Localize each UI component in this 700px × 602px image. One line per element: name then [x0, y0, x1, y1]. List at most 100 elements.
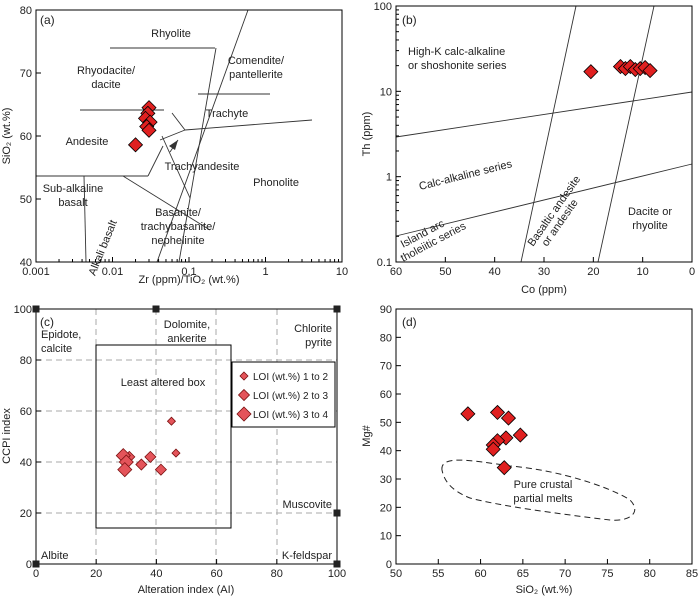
panel-b-ylabel: Th (ppm) — [361, 112, 373, 157]
x-tick-label: 0.001 — [22, 266, 50, 278]
x-tick-label: 0.1 — [181, 266, 196, 278]
y-tick-label: 70 — [380, 361, 392, 373]
data-point — [144, 450, 157, 463]
panel-d-xlabel: SiO₂ (wt.%) — [516, 584, 573, 596]
x-tick-label: 60 — [390, 266, 402, 278]
x-tick-label: 40 — [150, 568, 162, 580]
data-point — [485, 441, 501, 457]
field-label: dacite — [91, 79, 120, 91]
panel-a-ylabel: SiO₂ (wt.%) — [1, 108, 13, 165]
data-point — [141, 122, 157, 138]
panel-b-field-boundaries — [395, 5, 693, 263]
corner-label: ankerite — [167, 333, 206, 345]
field-label: nephelinite — [151, 235, 204, 247]
y-tick-label: 30 — [380, 474, 392, 486]
least-altered-box — [95, 344, 232, 529]
corner-label: Albite — [41, 550, 69, 562]
field-label: Sub-alkaline — [43, 183, 104, 195]
x-tick-label: 0 — [689, 266, 695, 278]
legend-marker — [237, 388, 251, 402]
x-tick-label: 100 — [328, 568, 346, 580]
y-tick-label: 60 — [380, 389, 392, 401]
panel-b-field-labels: High-K calc-alkaline or shoshonite series… — [399, 46, 673, 265]
panel-a-zr-tio2-classification: Rhyolite Comendite/pantellerite Rhyodacite… — [1, 5, 348, 286]
data-point — [496, 460, 512, 476]
field-label: pantellerite — [229, 69, 283, 81]
y-tick-label: 60 — [20, 406, 32, 418]
data-point — [512, 427, 528, 443]
field-label: Basanite/ — [155, 207, 202, 219]
panel-c-data-points — [115, 416, 181, 478]
panel-d-data-points — [460, 404, 528, 476]
field-label: basalt — [58, 197, 87, 209]
crustal-melt-label-line2: partial melts — [513, 493, 573, 505]
panel-b-th-co-diagram: High-K calc-alkaline or shoshonite series… — [361, 1, 695, 296]
panel-c-frame — [35, 308, 338, 565]
x-tick-label: 30 — [538, 266, 550, 278]
panel-b-xlabel: Co (ppm) — [521, 284, 567, 296]
data-point — [489, 404, 506, 420]
mineral-end-member-marker — [152, 305, 160, 313]
data-point — [500, 410, 517, 426]
x-tick-label: 80 — [271, 568, 283, 580]
y-tick-label: 0 — [26, 559, 32, 571]
panel-b-label: (b) — [402, 13, 417, 27]
x-tick-label: 60 — [210, 568, 222, 580]
data-point — [135, 458, 148, 471]
panel-d-ticks: 50 55 60 65 70 75 80 85 0 10 20 30 40 50 60 70 80 90 — [380, 304, 698, 580]
panel-d-frame — [395, 308, 693, 565]
x-tick-label: 20 — [587, 266, 599, 278]
panel-b-data-points — [583, 59, 658, 80]
y-tick-label: 80 — [380, 332, 392, 344]
y-tick-label: 40 — [20, 457, 32, 469]
x-tick-label: 1 — [262, 266, 268, 278]
y-tick-label: 10 — [380, 531, 392, 543]
y-tick-label: 40 — [380, 446, 392, 458]
x-tick-label: 65 — [517, 568, 529, 580]
y-tick-label: 10 — [380, 86, 392, 98]
legend-marker — [239, 371, 249, 381]
corner-label: Dolomite, — [164, 319, 210, 331]
panel-c-legend-entries: LOI (wt.%) 1 to 2 LOI (wt.%) 2 to 3 LOI (w… — [236, 371, 328, 422]
crustal-melt-field — [441, 459, 636, 521]
x-tick-label: 0.01 — [102, 266, 123, 278]
y-tick-label: 80 — [20, 355, 32, 367]
panel-a-field-labels: Rhyolite Comendite/pantellerite Rhyodacite… — [43, 28, 299, 277]
field-label: Trachyandesite — [165, 161, 240, 173]
x-tick-label: 80 — [644, 568, 656, 580]
panel-a-data-points — [127, 100, 158, 153]
y-tick-label: 80 — [20, 5, 32, 17]
panel-c-alteration-box-plot: Least altered box Epidote, calcite Dolomit… — [1, 304, 346, 596]
legend-entry: LOI (wt.%) 2 to 3 — [253, 391, 328, 402]
corner-label: Muscovite — [282, 499, 332, 511]
x-tick-label: 70 — [559, 568, 571, 580]
panel-a-xlabel: Zr (ppm)/TiO₂ (wt.%) — [138, 274, 239, 286]
data-point — [171, 448, 181, 458]
field-label: Andesite — [66, 136, 109, 148]
field-label: Trachyte — [206, 108, 248, 120]
crustal-melt-label-line1: Pure crustal — [514, 479, 573, 491]
data-point — [127, 137, 144, 153]
field-label: Phonolite — [253, 177, 299, 189]
corner-label: Epidote, — [41, 329, 81, 341]
y-tick-label: 40 — [20, 257, 32, 269]
least-altered-box-label: Least altered box — [121, 377, 206, 389]
field-label: Dacite or — [628, 206, 672, 218]
data-point — [154, 463, 167, 476]
x-tick-label: 55 — [432, 568, 444, 580]
corner-label: pyrite — [305, 337, 332, 349]
data-point — [460, 406, 476, 422]
x-tick-label: 10 — [336, 266, 348, 278]
legend-marker — [236, 406, 252, 422]
panel-a-field-boundaries — [36, 9, 313, 263]
panel-c-ylabel: CCPI index — [1, 408, 13, 464]
legend-entry: LOI (wt.%) 1 to 2 — [253, 372, 328, 383]
panel-d-mg-sio2-plot: Pure crustal partial melts 50 55 60 65 70 75 8… — [361, 304, 698, 596]
field-label: Calc-alkaline series — [418, 158, 514, 193]
data-point — [166, 416, 177, 426]
panel-a-ticks: 0.001 0.01 0.1 1 10 40 50 60 70 80 — [20, 5, 348, 278]
y-tick-label: 0.1 — [377, 257, 392, 269]
y-tick-label: 60 — [20, 131, 32, 143]
x-tick-label: 50 — [439, 266, 451, 278]
y-tick-label: 50 — [380, 417, 392, 429]
